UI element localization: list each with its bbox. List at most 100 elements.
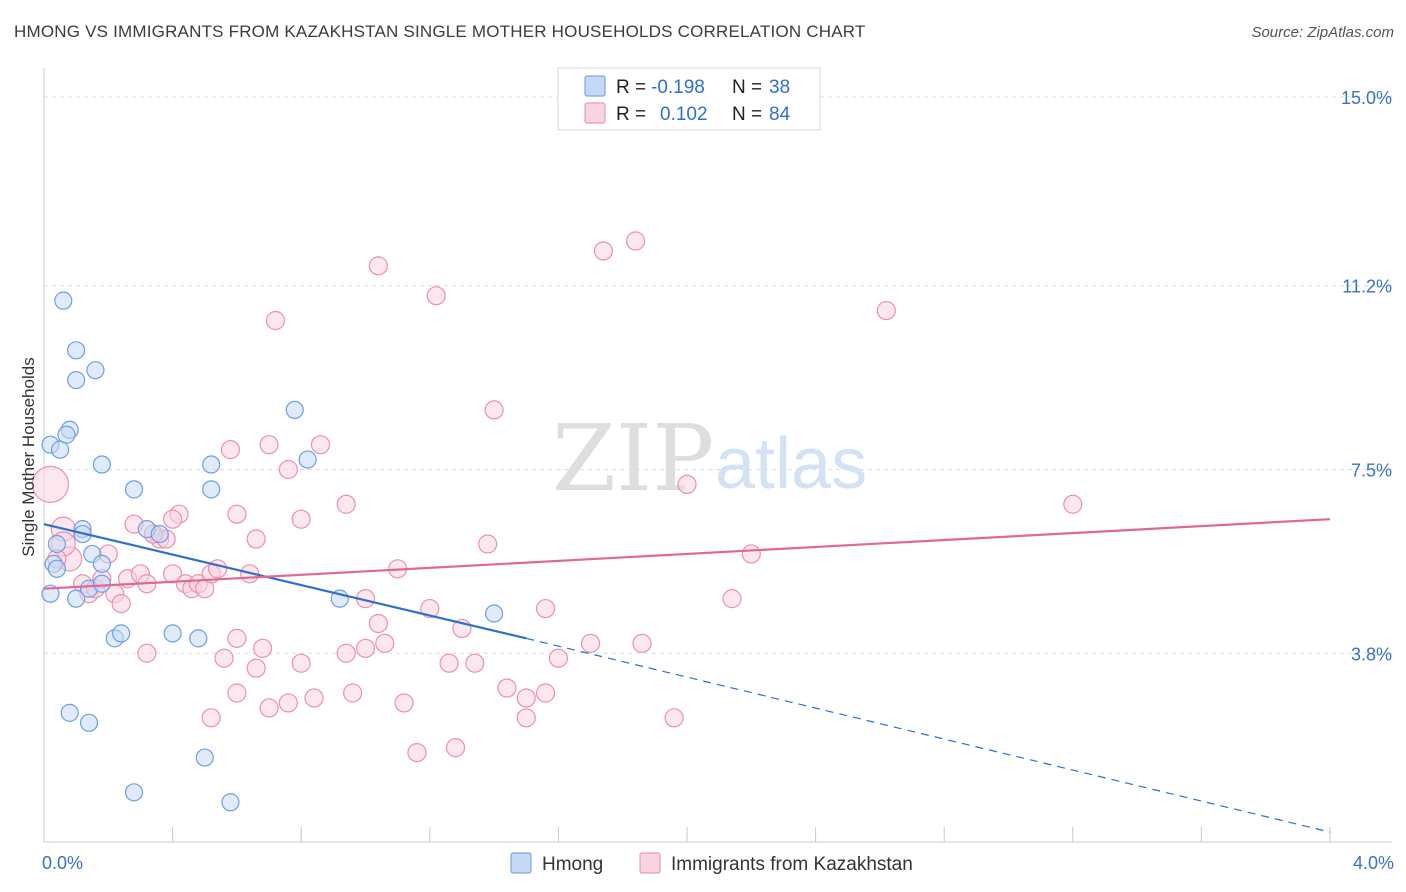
watermark-zip: ZIP — [552, 405, 714, 512]
kazakhstan-point — [439, 653, 459, 673]
kazakhstan-point — [253, 638, 273, 658]
hmong-point — [124, 480, 144, 499]
legend-swatch-kazakhstan — [584, 102, 606, 124]
kazakhstan-point — [632, 633, 652, 653]
kazakhstan-point — [484, 400, 504, 420]
legend-n-label-kazakhstan: N = — [732, 104, 762, 125]
kazakhstan-point — [548, 648, 569, 668]
kazakhstan-point — [741, 544, 761, 564]
kazakhstan-point — [426, 286, 446, 306]
tick-labels: 15.0% 11.2% 7.5% 3.8% 0.0% 4.0% — [42, 88, 1394, 873]
kazakhstan-point — [336, 494, 356, 514]
hmong-point — [57, 425, 76, 444]
hmong-trend-extension — [526, 637, 1331, 833]
x-tick-label: 0.0% — [42, 853, 83, 873]
hmong-point — [67, 589, 86, 608]
axes — [43, 68, 1392, 843]
hmong-points — [41, 291, 504, 812]
hmong-point — [86, 361, 105, 380]
legend: R = -0.198 N = 38 R = 0.102 N = 84 — [557, 67, 821, 131]
kazakhstan-point — [516, 688, 536, 708]
kazakhstan-point — [343, 683, 363, 703]
kazakhstan-point — [291, 653, 311, 673]
kazakhstan-point — [227, 504, 247, 524]
kazakhstan-point — [677, 474, 697, 494]
y-tick-label: 7.5% — [1351, 461, 1392, 481]
kazakhstan-point — [375, 633, 395, 653]
bottom-legend-swatch-hmong — [510, 852, 532, 874]
bottom-legend-swatch-kazakhstan — [639, 852, 661, 874]
kazakhstan-point — [208, 559, 228, 579]
chart-title: HMONG VS IMMIGRANTS FROM KAZAKHSTAN SING… — [14, 22, 866, 41]
kazakhstan-point — [291, 509, 311, 529]
legend-swatch-hmong — [584, 75, 606, 97]
legend-n-label-hmong: N = — [732, 77, 762, 98]
bottom-legend-label-hmong: Hmong — [542, 854, 603, 875]
kazakhstan-point — [137, 643, 157, 663]
kazakhstan-point — [201, 708, 221, 728]
y-axis-label: Single Mother Households — [19, 357, 38, 556]
kazakhstan-point — [265, 310, 286, 331]
kazakhstan-point — [535, 683, 556, 703]
kazakhstan-point — [445, 738, 466, 758]
kazakhstan-point — [516, 708, 536, 728]
hmong-point — [54, 291, 73, 310]
kazakhstan-point — [336, 643, 356, 663]
y-tick-label: 11.2% — [1342, 277, 1392, 297]
hmong-point — [67, 371, 86, 390]
hmong-point — [202, 455, 221, 474]
kazakhstan-point — [246, 529, 266, 549]
bottom-legend: Hmong Immigrants from Kazakhstan — [510, 852, 913, 875]
kazakhstan-point — [259, 435, 279, 455]
hmong-point — [202, 480, 221, 499]
kazakhstan-point — [310, 435, 331, 455]
kazakhstan-point — [1063, 494, 1083, 514]
hmong-point — [67, 341, 86, 360]
kazakhstan-point — [420, 598, 440, 619]
legend-r-label-hmong: R = — [616, 77, 646, 98]
kazakhstan-point — [625, 231, 646, 251]
hmong-point — [163, 624, 182, 643]
hmong-point — [189, 629, 208, 648]
hmong-point — [47, 559, 66, 578]
kazakhstan-point — [278, 693, 298, 713]
kazakhstan-point — [368, 256, 388, 276]
kazakhstan-point — [664, 708, 684, 728]
y-tick-label: 3.8% — [1351, 644, 1392, 664]
kazakhstan-point — [304, 688, 324, 708]
watermark: ZIP atlas — [552, 405, 867, 512]
kazakhstan-point — [111, 593, 131, 614]
kazakhstan-point — [497, 678, 517, 698]
kazakhstan-point — [227, 628, 247, 648]
kazakhstan-point — [163, 509, 183, 529]
kazakhstan-point — [407, 742, 427, 763]
hmong-point — [47, 534, 66, 554]
bottom-legend-label-kazakhstan: Immigrants from Kazakhstan — [671, 854, 913, 875]
hmong-point — [221, 793, 240, 812]
trend-lines — [43, 518, 1331, 833]
kazakhstan-point — [31, 465, 70, 503]
legend-n-value-kazakhstan: 84 — [769, 104, 791, 125]
kazakhstan-point — [355, 638, 376, 658]
kazakhstan-points — [31, 231, 1083, 763]
kazakhstan-point — [214, 648, 234, 668]
hmong-point — [150, 524, 169, 544]
watermark-atlas: atlas — [715, 424, 867, 504]
kazakhstan-point — [722, 589, 742, 609]
kazakhstan-point — [593, 241, 614, 261]
kazakhstan-point — [259, 698, 279, 718]
hmong-point — [79, 713, 99, 732]
y-tick-label: 15.0% — [1341, 88, 1392, 108]
source-label: Source: ZipAtlas.com — [1251, 24, 1394, 41]
hmong-point — [124, 783, 144, 802]
kazakhstan-point — [465, 653, 485, 673]
legend-r-label-kazakhstan: R = — [616, 104, 646, 125]
hmong-point — [485, 604, 504, 623]
hmong-point — [60, 703, 79, 722]
kazakhstan-point — [394, 693, 414, 713]
kazakhstan-point — [227, 683, 247, 703]
hmong-point — [298, 450, 317, 469]
kazakhstan-point — [368, 613, 388, 634]
kazakhstan-point — [876, 300, 896, 321]
